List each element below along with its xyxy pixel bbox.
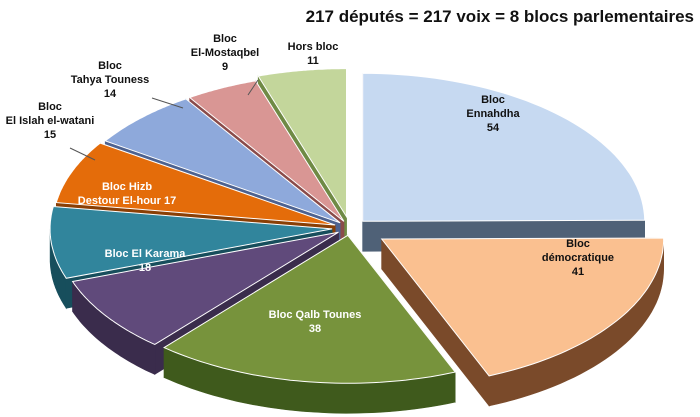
- slice-label-bloc-democratique: Bloc démocratique 41: [542, 238, 614, 278]
- slice-label-bloc-ennahdha: Bloc Ennahdha 54: [466, 94, 520, 134]
- slice-label-hors-bloc: Hors bloc 11: [288, 41, 339, 67]
- slice-label-bloc-hizb-destour-el-hour: Bloc Hizb Destour El-hour 17: [78, 181, 176, 207]
- slice-label-bloc-qalb-tounes: Bloc Qalb Tounes 38: [269, 309, 362, 335]
- slice-label-bloc-el-karama: Bloc El Karama 18: [105, 248, 187, 274]
- slice-label-bloc-tahya-touness: Bloc Tahya Touness 14: [71, 60, 149, 100]
- leader-line-bloc-tahya-touness: [151, 97, 184, 109]
- slice-label-bloc-el-mostaqbel: Bloc El-Mostaqbel 9: [191, 33, 259, 73]
- slice-bloc-democratique: [380, 237, 665, 377]
- slice-label-bloc-el-islah-el-watani: Bloc El Islah el-watani 15: [6, 101, 95, 141]
- slice-bloc-qalb-tounes: [163, 234, 457, 384]
- chart-title: 217 députés = 217 voix = 8 blocs parleme…: [305, 7, 694, 26]
- slice-bloc-hizb-destour-el-hour: [49, 205, 333, 279]
- slice-hors-bloc: [257, 68, 347, 219]
- slice-bloc-ennahdha: [362, 72, 646, 222]
- leader-line-bloc-el-islah-el-watani: [69, 147, 96, 161]
- slice-bloc-el-islah-el-watani: [55, 142, 336, 226]
- slice-bloc-el-karama: [71, 231, 339, 345]
- slice-bloc-el-mostaqbel: [188, 80, 345, 222]
- leader-line-bloc-el-mostaqbel: [247, 79, 259, 96]
